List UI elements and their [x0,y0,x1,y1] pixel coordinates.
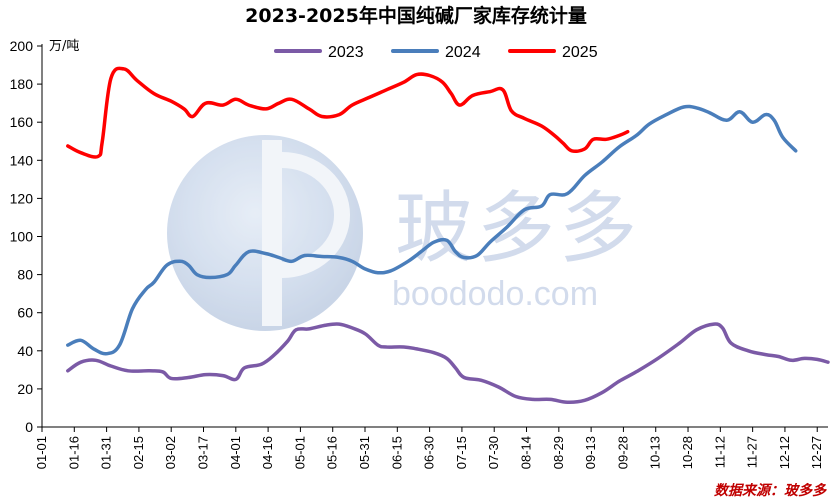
y-tick-label: 0 [25,419,33,435]
x-tick-label: 05-31 [357,436,372,469]
x-tick-label: 03-17 [196,436,211,469]
series-line-2023 [66,322,830,404]
x-tick-label: 06-30 [422,436,437,469]
x-tick-label: 01-16 [66,436,81,469]
source-label: 数据来源：玻多多 [714,482,827,499]
y-tick-label: 140 [10,152,34,168]
legend-label-2025: 2025 [562,44,598,61]
watermark-cn-text: 玻多多 [395,184,641,274]
x-tick-label: 11-12 [712,436,727,468]
x-tick-label: 10-13 [648,436,663,469]
y-tick-label: 120 [10,190,34,206]
x-tick-label: 04-01 [228,436,243,469]
x-tick-label: 01-31 [99,436,114,469]
x-tick-label: 08-14 [519,436,534,469]
legend-label-2023: 2023 [328,44,364,61]
y-tick-label: 160 [10,114,34,130]
x-tick-label: 07-15 [454,436,469,469]
watermark-logo-bar [262,140,282,326]
watermark: 玻多多 boododo.com [167,135,641,331]
watermark-logo-arc [281,152,350,278]
chart-title: 2023-2025年中国纯碱厂家库存统计量 [245,4,587,27]
x-tick-label: 01-01 [34,436,49,469]
legend: 2023 2024 2025 [274,44,598,61]
series-line-2024 [66,104,798,356]
x-tick-label: 06-15 [389,436,404,469]
series-line-2025 [66,66,630,159]
series-lines [66,66,830,404]
x-tick-label: 07-30 [486,436,501,469]
x-tick-label: 09-13 [583,436,598,469]
x-tick-label: 11-27 [745,436,760,468]
x-tick-label: 02-15 [131,436,146,469]
x-tick-label: 09-28 [615,436,630,469]
x-tick-label: 12-12 [777,436,792,469]
x-tick-label: 08-29 [551,436,566,469]
y-tick-label: 200 [10,38,34,54]
watermark-url-text: boododo.com [392,275,598,313]
y-tick-label: 180 [10,76,34,92]
x-tick-label: 04-16 [260,436,275,469]
x-tick-label: 12-27 [809,436,824,469]
y-tick-label: 60 [17,305,33,321]
x-tick-label: 05-16 [325,436,340,469]
y-tick-label: 40 [17,343,33,359]
legend-label-2024: 2024 [445,44,481,61]
x-tick-label: 05-01 [292,436,307,469]
y-tick-label: 100 [10,229,34,245]
y-tick-label: 20 [17,381,33,397]
y-unit-label: 万/吨 [49,39,79,54]
x-tick-label: 03-02 [163,436,178,469]
x-tick-label: 10-28 [680,436,695,469]
x-axis-ticks: 01-01 01-16 01-31 02-15 03-02 03-17 04-01 04-16… [34,427,824,469]
y-axis-ticks: 0 20 40 60 80 100 120 140 160 180 200 [10,38,42,435]
y-tick-label: 80 [17,267,33,283]
